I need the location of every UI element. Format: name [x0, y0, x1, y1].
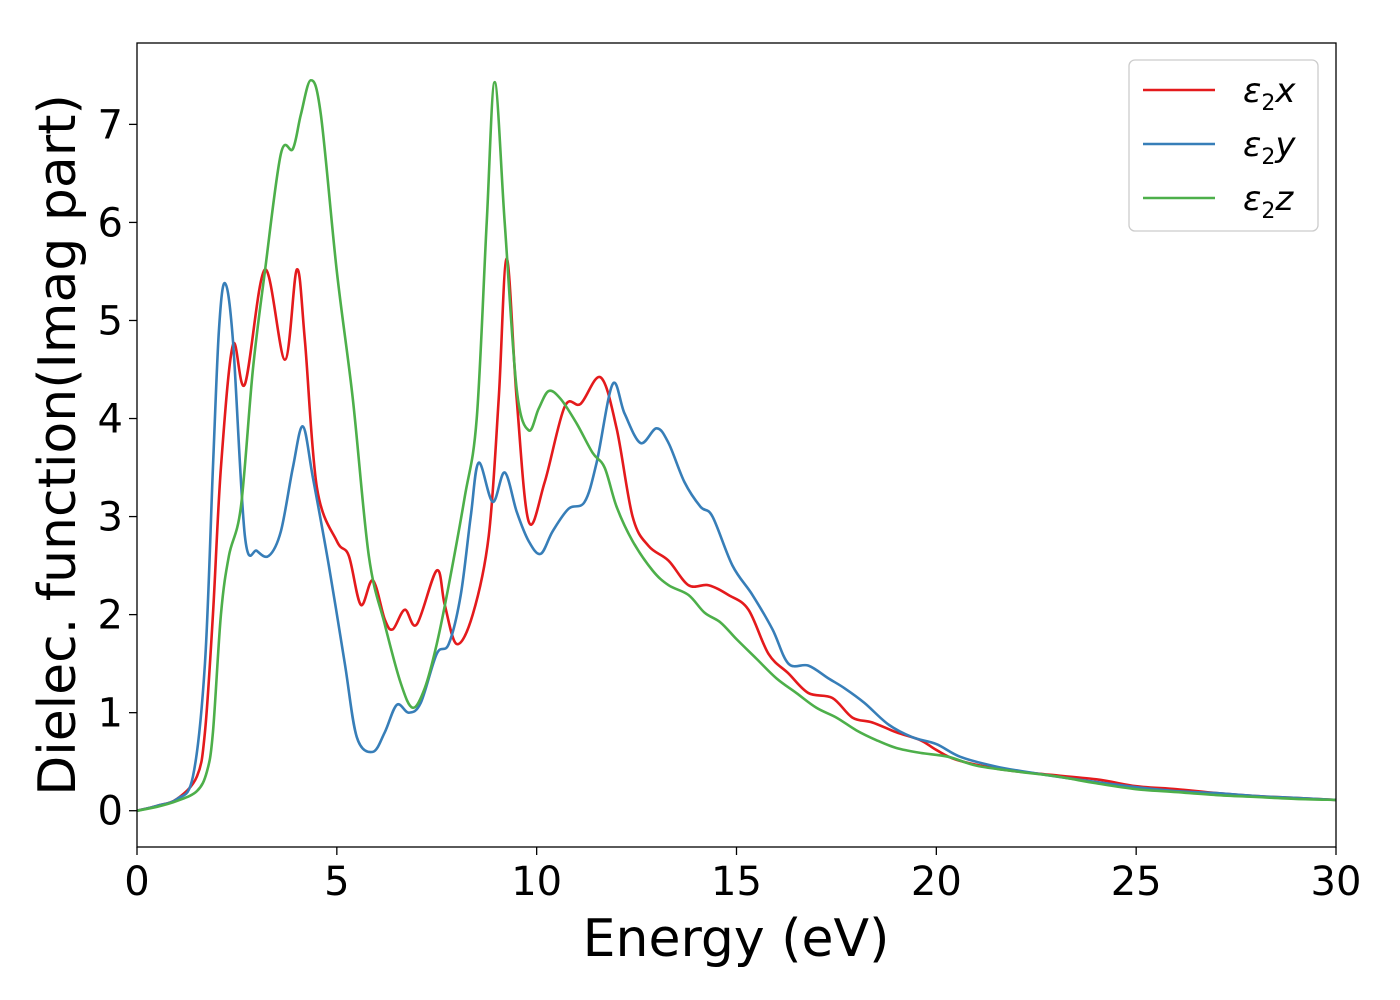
series-layer — [137, 78, 1336, 813]
y-axis-label: Dielec. function(Imag part) — [28, 94, 88, 796]
y-tick-label: 5 — [98, 298, 123, 344]
x-axis-label: Energy (eV) — [583, 909, 890, 969]
y-tick-label: 6 — [98, 200, 123, 246]
y-tick-label: 1 — [98, 691, 123, 737]
legend-label-x: ε2x — [1243, 71, 1296, 116]
x-tick-label: 30 — [1311, 859, 1362, 905]
x-tick-label: 25 — [1111, 859, 1162, 905]
x-tick-label: 15 — [711, 859, 762, 905]
legend-box — [1128, 59, 1319, 232]
y-tick-label: 0 — [98, 789, 123, 835]
x-tick-label: 20 — [911, 859, 962, 905]
series-line-z — [137, 78, 1336, 813]
legend-label-z: ε2z — [1243, 179, 1294, 224]
x-tick-label: 0 — [124, 859, 149, 905]
y-tick-label: 7 — [98, 102, 123, 148]
y-tick-label: 2 — [98, 593, 123, 639]
x-axis-ticks: 0 5 10 15 20 25 30 — [124, 847, 1361, 905]
y-tick-label: 4 — [98, 397, 123, 443]
x-tick-label: 5 — [324, 859, 349, 905]
legend: ε2x ε2y ε2z — [1128, 59, 1319, 232]
legend-label-y: ε2y — [1243, 125, 1296, 170]
series-line-y — [137, 281, 1336, 813]
x-tick-label: 10 — [511, 859, 562, 905]
y-tick-label: 3 — [98, 495, 123, 541]
y-axis-ticks: 0 1 2 3 4 5 6 7 — [98, 102, 137, 835]
